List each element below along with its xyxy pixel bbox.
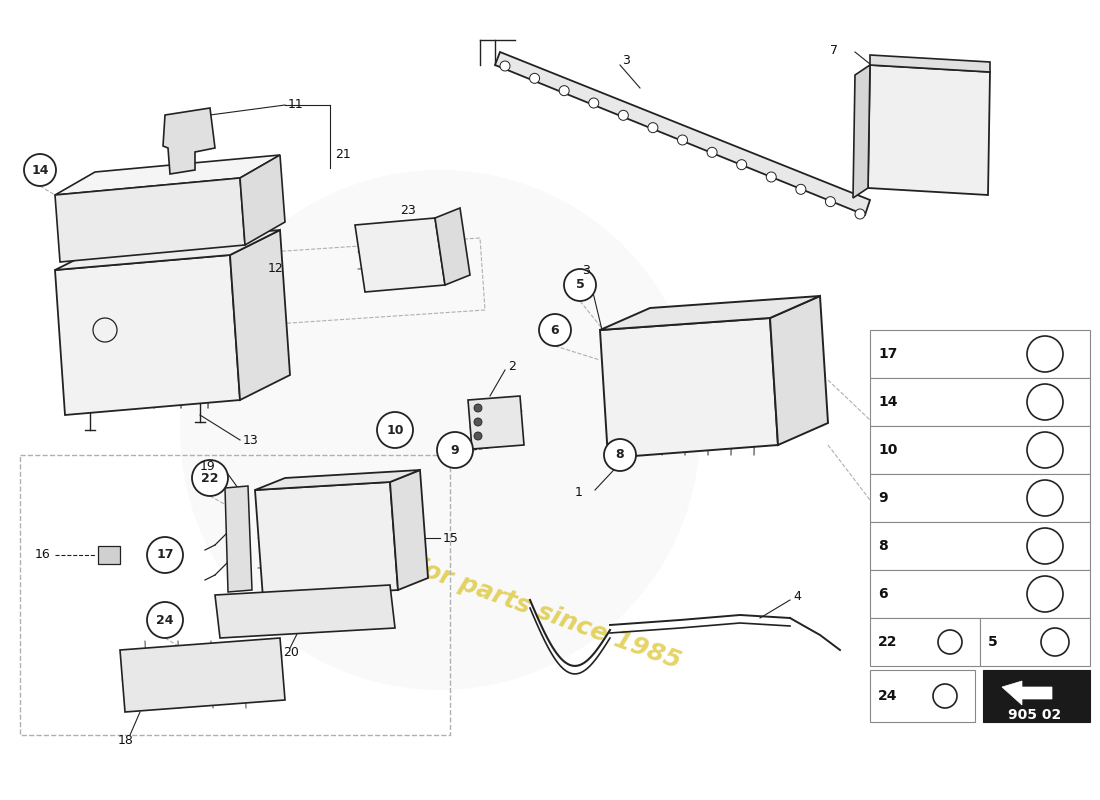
Text: 3: 3: [582, 263, 590, 277]
Text: 17: 17: [156, 549, 174, 562]
Text: 24: 24: [156, 614, 174, 626]
Polygon shape: [868, 65, 990, 195]
Polygon shape: [434, 208, 470, 285]
Text: 9: 9: [878, 491, 888, 505]
Circle shape: [604, 439, 636, 471]
Bar: [870, 426, 1090, 474]
Polygon shape: [468, 396, 524, 449]
Text: 10: 10: [386, 423, 404, 437]
Circle shape: [678, 135, 688, 145]
Text: 7: 7: [830, 43, 838, 57]
Polygon shape: [355, 218, 446, 292]
Text: 24: 24: [878, 689, 898, 703]
Polygon shape: [600, 296, 820, 330]
Text: 13: 13: [243, 434, 258, 446]
Text: 14: 14: [31, 163, 48, 177]
Bar: [870, 330, 1090, 378]
Text: 10: 10: [878, 443, 898, 457]
Circle shape: [24, 154, 56, 186]
Polygon shape: [230, 230, 290, 400]
Polygon shape: [226, 486, 252, 592]
Circle shape: [825, 197, 835, 206]
Polygon shape: [55, 155, 280, 195]
Polygon shape: [55, 255, 240, 415]
Text: 20: 20: [283, 646, 299, 659]
Polygon shape: [495, 52, 870, 215]
Text: 22: 22: [878, 635, 898, 649]
Polygon shape: [852, 65, 870, 198]
Polygon shape: [240, 155, 285, 245]
Polygon shape: [120, 638, 285, 712]
Bar: [870, 670, 975, 722]
Text: 5: 5: [988, 635, 998, 649]
Circle shape: [147, 537, 183, 573]
Bar: [983, 670, 1090, 722]
Bar: [870, 378, 1090, 426]
Circle shape: [564, 269, 596, 301]
Circle shape: [147, 602, 183, 638]
Circle shape: [474, 418, 482, 426]
Circle shape: [559, 86, 569, 96]
Text: a passion for parts since 1985: a passion for parts since 1985: [276, 506, 684, 674]
Circle shape: [737, 160, 747, 170]
Text: 15: 15: [443, 531, 459, 545]
Circle shape: [500, 61, 510, 71]
Circle shape: [192, 460, 228, 496]
Text: 6: 6: [551, 323, 559, 337]
Polygon shape: [390, 470, 428, 590]
Text: 8: 8: [616, 449, 625, 462]
Circle shape: [648, 122, 658, 133]
Polygon shape: [55, 230, 280, 270]
Text: 9: 9: [451, 443, 460, 457]
Text: 905 02: 905 02: [1009, 708, 1062, 722]
Circle shape: [377, 412, 412, 448]
Circle shape: [529, 74, 540, 83]
Bar: [870, 522, 1090, 570]
Circle shape: [707, 147, 717, 158]
Polygon shape: [255, 482, 398, 598]
Text: 3: 3: [621, 54, 630, 66]
Circle shape: [588, 98, 598, 108]
Bar: [870, 474, 1090, 522]
Text: 18: 18: [118, 734, 134, 746]
Text: 2: 2: [508, 359, 516, 373]
Circle shape: [795, 184, 806, 194]
Text: 16: 16: [35, 549, 51, 562]
Polygon shape: [770, 296, 828, 445]
Text: 5: 5: [575, 278, 584, 291]
Text: 4: 4: [793, 590, 801, 603]
Text: 22: 22: [201, 471, 219, 485]
Circle shape: [437, 432, 473, 468]
Polygon shape: [870, 55, 990, 72]
Polygon shape: [55, 178, 245, 262]
Text: 14: 14: [878, 395, 898, 409]
Text: 6: 6: [878, 587, 888, 601]
Bar: [98, 546, 120, 564]
Polygon shape: [600, 318, 778, 458]
Text: 21: 21: [336, 149, 351, 162]
Text: 12: 12: [268, 262, 284, 274]
Circle shape: [618, 110, 628, 120]
Polygon shape: [1002, 681, 1052, 705]
Bar: [980, 618, 1090, 666]
Circle shape: [474, 432, 482, 440]
Circle shape: [474, 404, 482, 412]
Circle shape: [180, 170, 700, 690]
Polygon shape: [163, 108, 214, 174]
Text: 1: 1: [575, 486, 583, 499]
Circle shape: [767, 172, 777, 182]
Polygon shape: [214, 585, 395, 638]
Bar: [870, 618, 980, 666]
Text: 23: 23: [400, 203, 416, 217]
Circle shape: [855, 209, 865, 219]
Bar: [20, 455, 450, 735]
Text: 8: 8: [878, 539, 888, 553]
Polygon shape: [255, 470, 420, 490]
Bar: [870, 570, 1090, 618]
Circle shape: [539, 314, 571, 346]
Text: 17: 17: [878, 347, 898, 361]
Text: 11: 11: [288, 98, 304, 110]
Text: 19: 19: [200, 459, 216, 473]
